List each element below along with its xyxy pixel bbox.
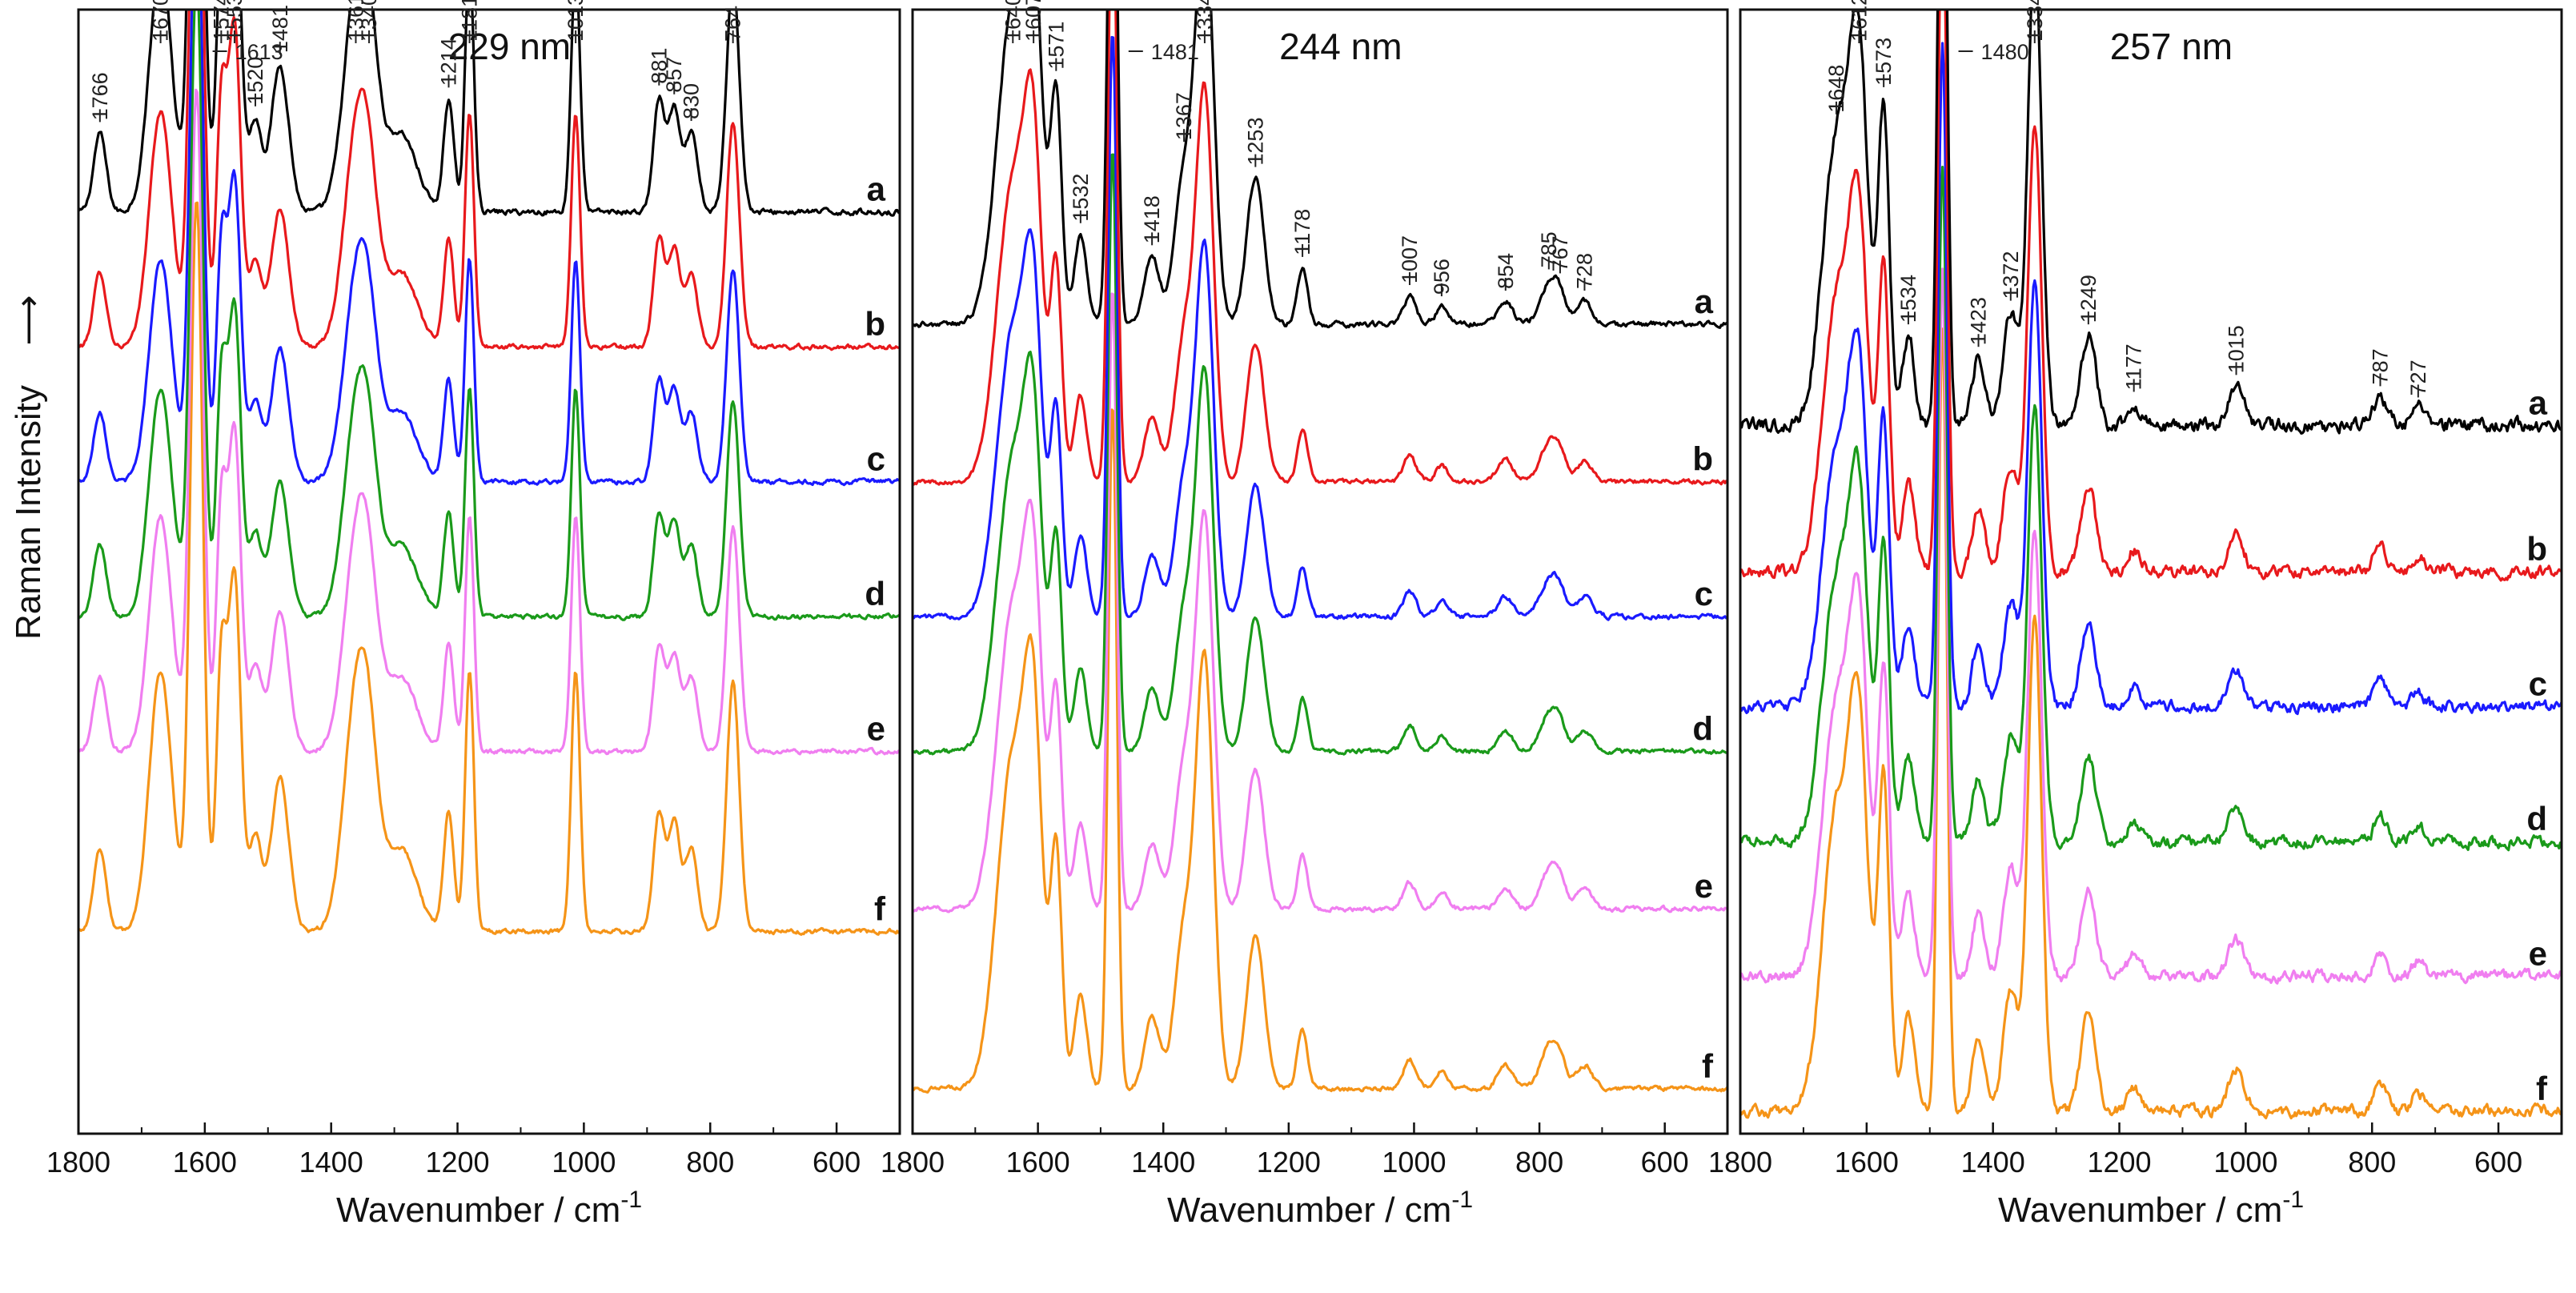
x-tick-label: 600 xyxy=(1641,1146,1689,1179)
trace-label-b: b xyxy=(865,305,885,343)
x-axis-label-sup: -1 xyxy=(1451,1187,1473,1213)
trace-f xyxy=(913,408,1727,1094)
x-tick-label: 1400 xyxy=(1131,1146,1195,1179)
trace-b xyxy=(78,10,900,351)
trace-label-b: b xyxy=(2526,530,2547,568)
x-tick-label: 1000 xyxy=(2213,1146,2277,1179)
panel-title: 257 nm xyxy=(2110,26,2233,67)
trace-label-c: c xyxy=(1695,575,1713,612)
x-tick-label: 1200 xyxy=(2087,1146,2151,1179)
panel-1: 1800 1600 1400 1200 1000 800 600 Wavenumber / c… xyxy=(881,0,1729,1230)
trace-f xyxy=(1740,327,2562,1120)
trace-e xyxy=(78,88,900,756)
x-tick-label: 800 xyxy=(1515,1146,1563,1179)
trace-label-f: f xyxy=(874,889,886,927)
trace-c xyxy=(913,35,1727,621)
traces-1 xyxy=(913,10,1727,1094)
x-tick-label: 1800 xyxy=(46,1146,110,1179)
y-axis-label: Raman Intensity xyxy=(9,385,48,640)
trace-e xyxy=(913,292,1727,914)
panels: 1800 1600 1400 1200 1000 800 600 Wavenumber / c… xyxy=(46,0,2563,1230)
peak-label: 1481 xyxy=(1151,40,1199,64)
trace-label-d: d xyxy=(2526,800,2547,837)
trace-label-a: a xyxy=(1695,283,1714,320)
trace-a xyxy=(78,10,900,217)
panel-0: 1800 1600 1400 1200 1000 800 600 Wavenumber / c… xyxy=(46,0,901,1230)
trace-label-a: a xyxy=(867,171,886,208)
peak-label: 1613 xyxy=(235,40,283,64)
x-tick-label: 1000 xyxy=(1382,1146,1446,1179)
x-tick-label: 1600 xyxy=(1835,1146,1899,1179)
trace-a xyxy=(1740,10,2562,435)
trace-label-c: c xyxy=(2529,665,2547,702)
x-tick-label: 1400 xyxy=(1961,1146,2025,1179)
x-axis-label: Wavenumber / cm-1 xyxy=(1167,1187,1473,1230)
panel-title: 244 nm xyxy=(1279,26,1402,67)
trace-b xyxy=(1740,10,2562,582)
trace-label-c: c xyxy=(867,440,885,478)
plot-frame xyxy=(911,8,1729,1135)
y-axis-label-group: Raman Intensity ⟶ xyxy=(9,295,48,640)
x-tick-label: 1400 xyxy=(299,1146,363,1179)
traces-2 xyxy=(1740,10,2562,1120)
trace-a xyxy=(913,10,1727,329)
x-tick-label: 1600 xyxy=(173,1146,237,1179)
x-tick-label: 1200 xyxy=(1257,1146,1321,1179)
x-tick-label: 1800 xyxy=(1708,1146,1772,1179)
trace-label-d: d xyxy=(865,575,885,612)
x-tick-label: 800 xyxy=(686,1146,734,1179)
plot-frame xyxy=(1739,8,2563,1135)
x-axis-label-text: Wavenumber / cm xyxy=(1167,1191,1451,1230)
trace-b xyxy=(913,10,1727,486)
x-tick-label: 1600 xyxy=(1006,1146,1070,1179)
trace-label-a: a xyxy=(2529,383,2548,421)
x-tick-label: 1800 xyxy=(881,1146,945,1179)
y-axis-arrow-icon: ⟶ xyxy=(9,295,48,345)
trace-c xyxy=(1740,42,2562,716)
x-tick-label: 1200 xyxy=(425,1146,489,1179)
trace-label-e: e xyxy=(1695,867,1713,905)
x-tick-label: 800 xyxy=(2348,1146,2396,1179)
trace-label-f: f xyxy=(1702,1047,1714,1085)
peak-label: 1480 xyxy=(1981,40,2029,64)
plot-frame xyxy=(77,8,901,1135)
x-tick-label: 1000 xyxy=(552,1146,616,1179)
trace-label-e: e xyxy=(867,710,885,748)
trace-label-f: f xyxy=(2536,1070,2548,1107)
trace-d xyxy=(78,10,900,621)
panel-2: 1800 1600 1400 1200 1000 800 600 Wavenumber / c… xyxy=(1708,0,2563,1230)
trace-label-d: d xyxy=(1692,710,1713,748)
x-axis-label-sup: -1 xyxy=(2282,1187,2304,1213)
x-tick-label: 600 xyxy=(813,1146,861,1179)
panel-title: 229 nm xyxy=(448,26,571,67)
x-axis-label-text: Wavenumber / cm xyxy=(336,1191,620,1230)
x-axis-label-text: Wavenumber / cm xyxy=(1998,1191,2282,1230)
trace-label-b: b xyxy=(1692,440,1713,478)
x-tick-label: 600 xyxy=(2474,1146,2522,1179)
trace-d xyxy=(913,153,1727,756)
traces-0 xyxy=(78,10,900,936)
x-axis-label: Wavenumber / cm-1 xyxy=(1998,1187,2304,1230)
trace-c xyxy=(78,10,900,487)
x-axis-label: Wavenumber / cm-1 xyxy=(336,1187,642,1230)
trace-e xyxy=(1740,267,2562,985)
trace-label-e: e xyxy=(2529,934,2547,972)
x-axis-label-sup: -1 xyxy=(620,1187,642,1213)
trace-f xyxy=(78,201,900,936)
trace-d xyxy=(1740,166,2562,852)
